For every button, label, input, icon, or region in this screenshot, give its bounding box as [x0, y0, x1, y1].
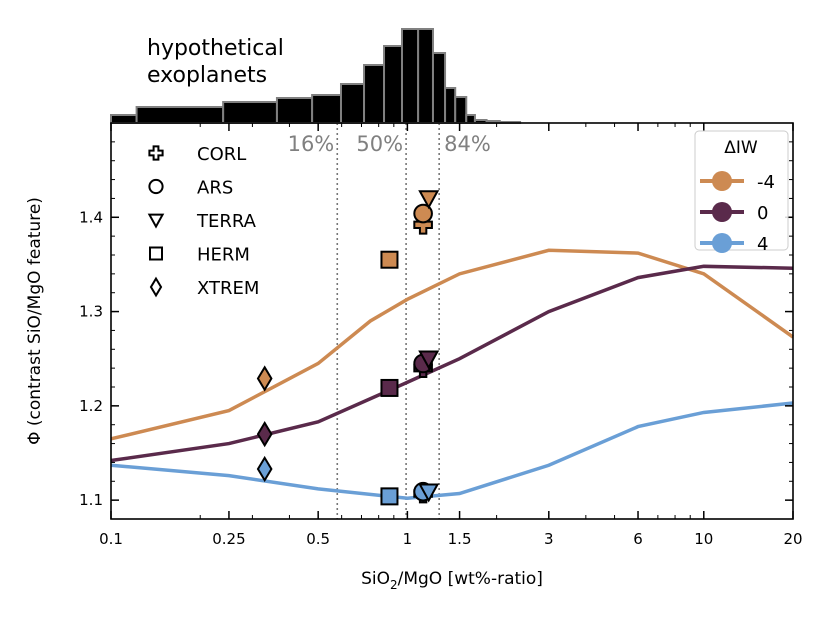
- planet-legend-label: ARS: [197, 178, 233, 199]
- planet-marker-herm: [380, 378, 399, 397]
- x-tick-label: 10: [694, 530, 713, 548]
- histogram-label-line1: hypothetical: [147, 36, 284, 61]
- histogram-bar: [401, 28, 420, 124]
- planet-marker-ars: [413, 203, 433, 224]
- series-line: [110, 401, 794, 501]
- histogram-bar: [417, 28, 434, 124]
- legend-marker-triangle-down: [147, 213, 165, 229]
- histogram-bar: [431, 52, 447, 124]
- planet-legend: CORL ARS TERRA HERM XTREM: [147, 144, 259, 299]
- percentile-lines: 16% 50% 84%: [288, 123, 491, 519]
- x-tick-label: 0.1: [99, 530, 123, 548]
- y-tick-label: 1.4: [79, 208, 103, 226]
- legend-label: 4: [757, 234, 768, 255]
- histogram-bar: [454, 96, 468, 124]
- series-line: [110, 248, 795, 441]
- histogram-bar: [311, 94, 342, 124]
- percentile-label: 16%: [288, 132, 335, 156]
- y-tick-label: 1.1: [79, 491, 103, 509]
- planet-markers: [256, 190, 440, 506]
- y-tick-label: 1.3: [79, 303, 103, 321]
- percentile-label: 50%: [356, 132, 403, 156]
- percentile-label: 84%: [444, 132, 491, 156]
- planet-marker-xtrem: [256, 420, 273, 448]
- histogram-label-line2: exoplanets: [147, 63, 267, 88]
- planet-marker-terra: [418, 350, 440, 370]
- histogram-bar: [110, 114, 138, 124]
- histogram-bar: [339, 83, 366, 124]
- planet-legend-label: HERM: [197, 245, 250, 266]
- planet-legend-label: XTREM: [197, 278, 259, 299]
- x-tick-label: 3: [544, 530, 554, 548]
- x-tick-label: 0.25: [212, 530, 245, 548]
- x-tick-label: 1: [403, 530, 413, 548]
- histogram-bar: [275, 97, 314, 124]
- axis-ticks: 0.1 0.25 0.5 1 1.5 3 6 10 20 1.1 1.2 1.3 1.4: [79, 123, 803, 548]
- legend-marker-diamond: [149, 276, 163, 298]
- y-tick-label: 1.2: [79, 397, 103, 415]
- x-tick-label: 1.5: [448, 530, 472, 548]
- legend-marker-circle: [148, 178, 164, 195]
- x-axis-label: SiO2/MgO [wt%-ratio]: [361, 569, 543, 592]
- legend-dot: [712, 202, 732, 222]
- legend-marker-plus: [148, 145, 164, 161]
- histogram-bar: [383, 45, 404, 124]
- planet-marker-terra: [418, 190, 440, 210]
- histogram-bar: [444, 87, 457, 124]
- legend-label: -4: [757, 172, 775, 193]
- x-tick-label: 6: [633, 530, 643, 548]
- histogram-bar: [465, 114, 476, 124]
- histogram-bar: [222, 101, 278, 124]
- histogram: [110, 28, 522, 124]
- planet-marker-herm: [380, 250, 399, 269]
- planet-legend-label: CORL: [197, 144, 246, 165]
- planet-legend-label: TERRA: [196, 211, 257, 232]
- legend-title: ΔIW: [724, 138, 758, 158]
- plot-frame: [110, 122, 794, 520]
- planet-marker-terra: [418, 483, 440, 503]
- iw-legend: ΔIW -4 0 4: [694, 130, 789, 255]
- legend-dot: [712, 233, 732, 253]
- planet-marker-xtrem: [256, 365, 273, 392]
- planet-marker-herm: [380, 487, 399, 506]
- legend-label: 0: [757, 203, 768, 224]
- planet-marker-xtrem: [256, 455, 273, 483]
- histogram-bar: [135, 106, 225, 124]
- legend-dot: [712, 171, 732, 191]
- legend-marker-square: [149, 246, 163, 261]
- y-axis-label: Φ (contrast SiO/MgO feature): [25, 197, 45, 445]
- histogram-bar: [363, 64, 386, 124]
- x-tick-label: 20: [783, 530, 802, 548]
- x-tick-label: 0.5: [306, 530, 330, 548]
